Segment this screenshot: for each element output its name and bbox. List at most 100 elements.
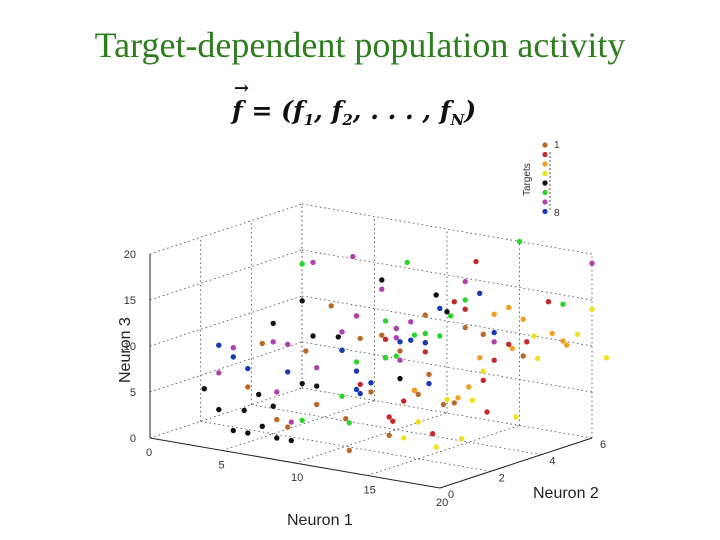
data-point <box>270 403 276 409</box>
data-point <box>415 419 421 425</box>
data-point <box>357 381 363 388</box>
data-point <box>404 259 410 266</box>
data-point <box>397 375 403 382</box>
data-point <box>393 325 399 332</box>
formula: f = (f1, f2, . . . , fN) <box>232 78 476 136</box>
data-point <box>408 319 414 325</box>
z-tick-label: 5 <box>130 387 136 399</box>
formula-sub1: 1 <box>303 111 315 129</box>
data-point <box>422 330 428 337</box>
formula-equals: = ( <box>242 96 293 125</box>
data-point <box>241 407 247 414</box>
data-point <box>462 324 468 331</box>
grid-line <box>294 412 448 464</box>
data-point <box>245 384 251 390</box>
data-point <box>426 371 432 378</box>
formula-vector-f: f <box>232 78 249 125</box>
data-point <box>451 299 457 305</box>
data-point <box>466 384 472 390</box>
data-point <box>299 261 305 267</box>
x-tick-label: 10 <box>291 472 303 484</box>
data-point <box>451 400 457 406</box>
data-point <box>477 290 483 296</box>
z-tick-label: 10 <box>124 341 136 353</box>
formula-sub2: 2 <box>342 111 353 129</box>
data-point <box>379 332 385 338</box>
data-point <box>545 299 552 305</box>
data-point <box>491 339 497 345</box>
legend-marker <box>542 170 548 177</box>
data-point <box>560 338 566 344</box>
data-point <box>357 335 363 342</box>
data-point <box>444 309 450 315</box>
data-point <box>288 437 294 444</box>
data-point <box>256 391 262 398</box>
data-point <box>353 359 360 365</box>
formula-subN: N <box>450 111 465 129</box>
data-point <box>201 386 207 392</box>
data-point <box>288 419 294 425</box>
x-axis-line <box>149 437 441 489</box>
data-point <box>397 357 403 363</box>
formula-fN: f <box>439 96 451 125</box>
grid-line <box>149 249 303 301</box>
data-point <box>299 298 305 304</box>
data-point <box>560 301 566 307</box>
data-point <box>430 431 436 437</box>
data-point <box>480 368 486 374</box>
x-axis-label: Neuron 1 <box>287 512 353 529</box>
data-point <box>491 311 497 317</box>
data-point <box>401 398 407 404</box>
data-point <box>397 339 403 345</box>
data-point <box>433 444 439 450</box>
data-point <box>426 380 432 387</box>
data-point <box>314 365 320 371</box>
data-point <box>462 306 468 312</box>
data-point <box>386 414 392 420</box>
data-point <box>520 353 526 359</box>
data-point <box>574 331 581 337</box>
grid-line <box>301 249 593 301</box>
data-point <box>433 292 439 298</box>
data-point <box>531 333 537 339</box>
data-point <box>415 391 421 398</box>
data-point <box>353 386 360 393</box>
grid-line <box>251 404 542 456</box>
data-point <box>459 436 465 442</box>
data-point <box>411 332 418 338</box>
data-point <box>259 340 265 347</box>
data-point <box>549 330 555 337</box>
data-point <box>350 253 356 260</box>
data-point <box>357 390 363 397</box>
data-point <box>299 380 305 387</box>
data-point <box>469 397 476 403</box>
data-point <box>382 336 389 342</box>
data-point <box>353 368 360 374</box>
data-point <box>285 369 291 375</box>
grid-line <box>149 387 303 439</box>
data-point <box>379 277 385 283</box>
legend-marker <box>542 142 548 148</box>
data-point <box>491 357 497 363</box>
data-point <box>440 401 447 408</box>
data-point <box>401 435 407 441</box>
data-point <box>314 401 320 408</box>
data-point <box>462 297 468 303</box>
data-point <box>368 380 374 386</box>
z-tick-label: 0 <box>130 433 136 445</box>
data-point <box>339 329 345 335</box>
y-tick-label: 4 <box>549 456 555 468</box>
data-point <box>589 306 595 312</box>
y-axis-line <box>439 437 593 489</box>
data-point <box>343 416 349 422</box>
data-point <box>408 337 414 343</box>
data-point <box>422 312 428 318</box>
formula-f1: f <box>292 96 304 125</box>
data-point <box>524 339 530 345</box>
data-point <box>422 349 428 355</box>
y-axis-label: Neuron 2 <box>533 485 599 502</box>
data-point <box>274 389 280 395</box>
grid-line <box>149 341 303 393</box>
